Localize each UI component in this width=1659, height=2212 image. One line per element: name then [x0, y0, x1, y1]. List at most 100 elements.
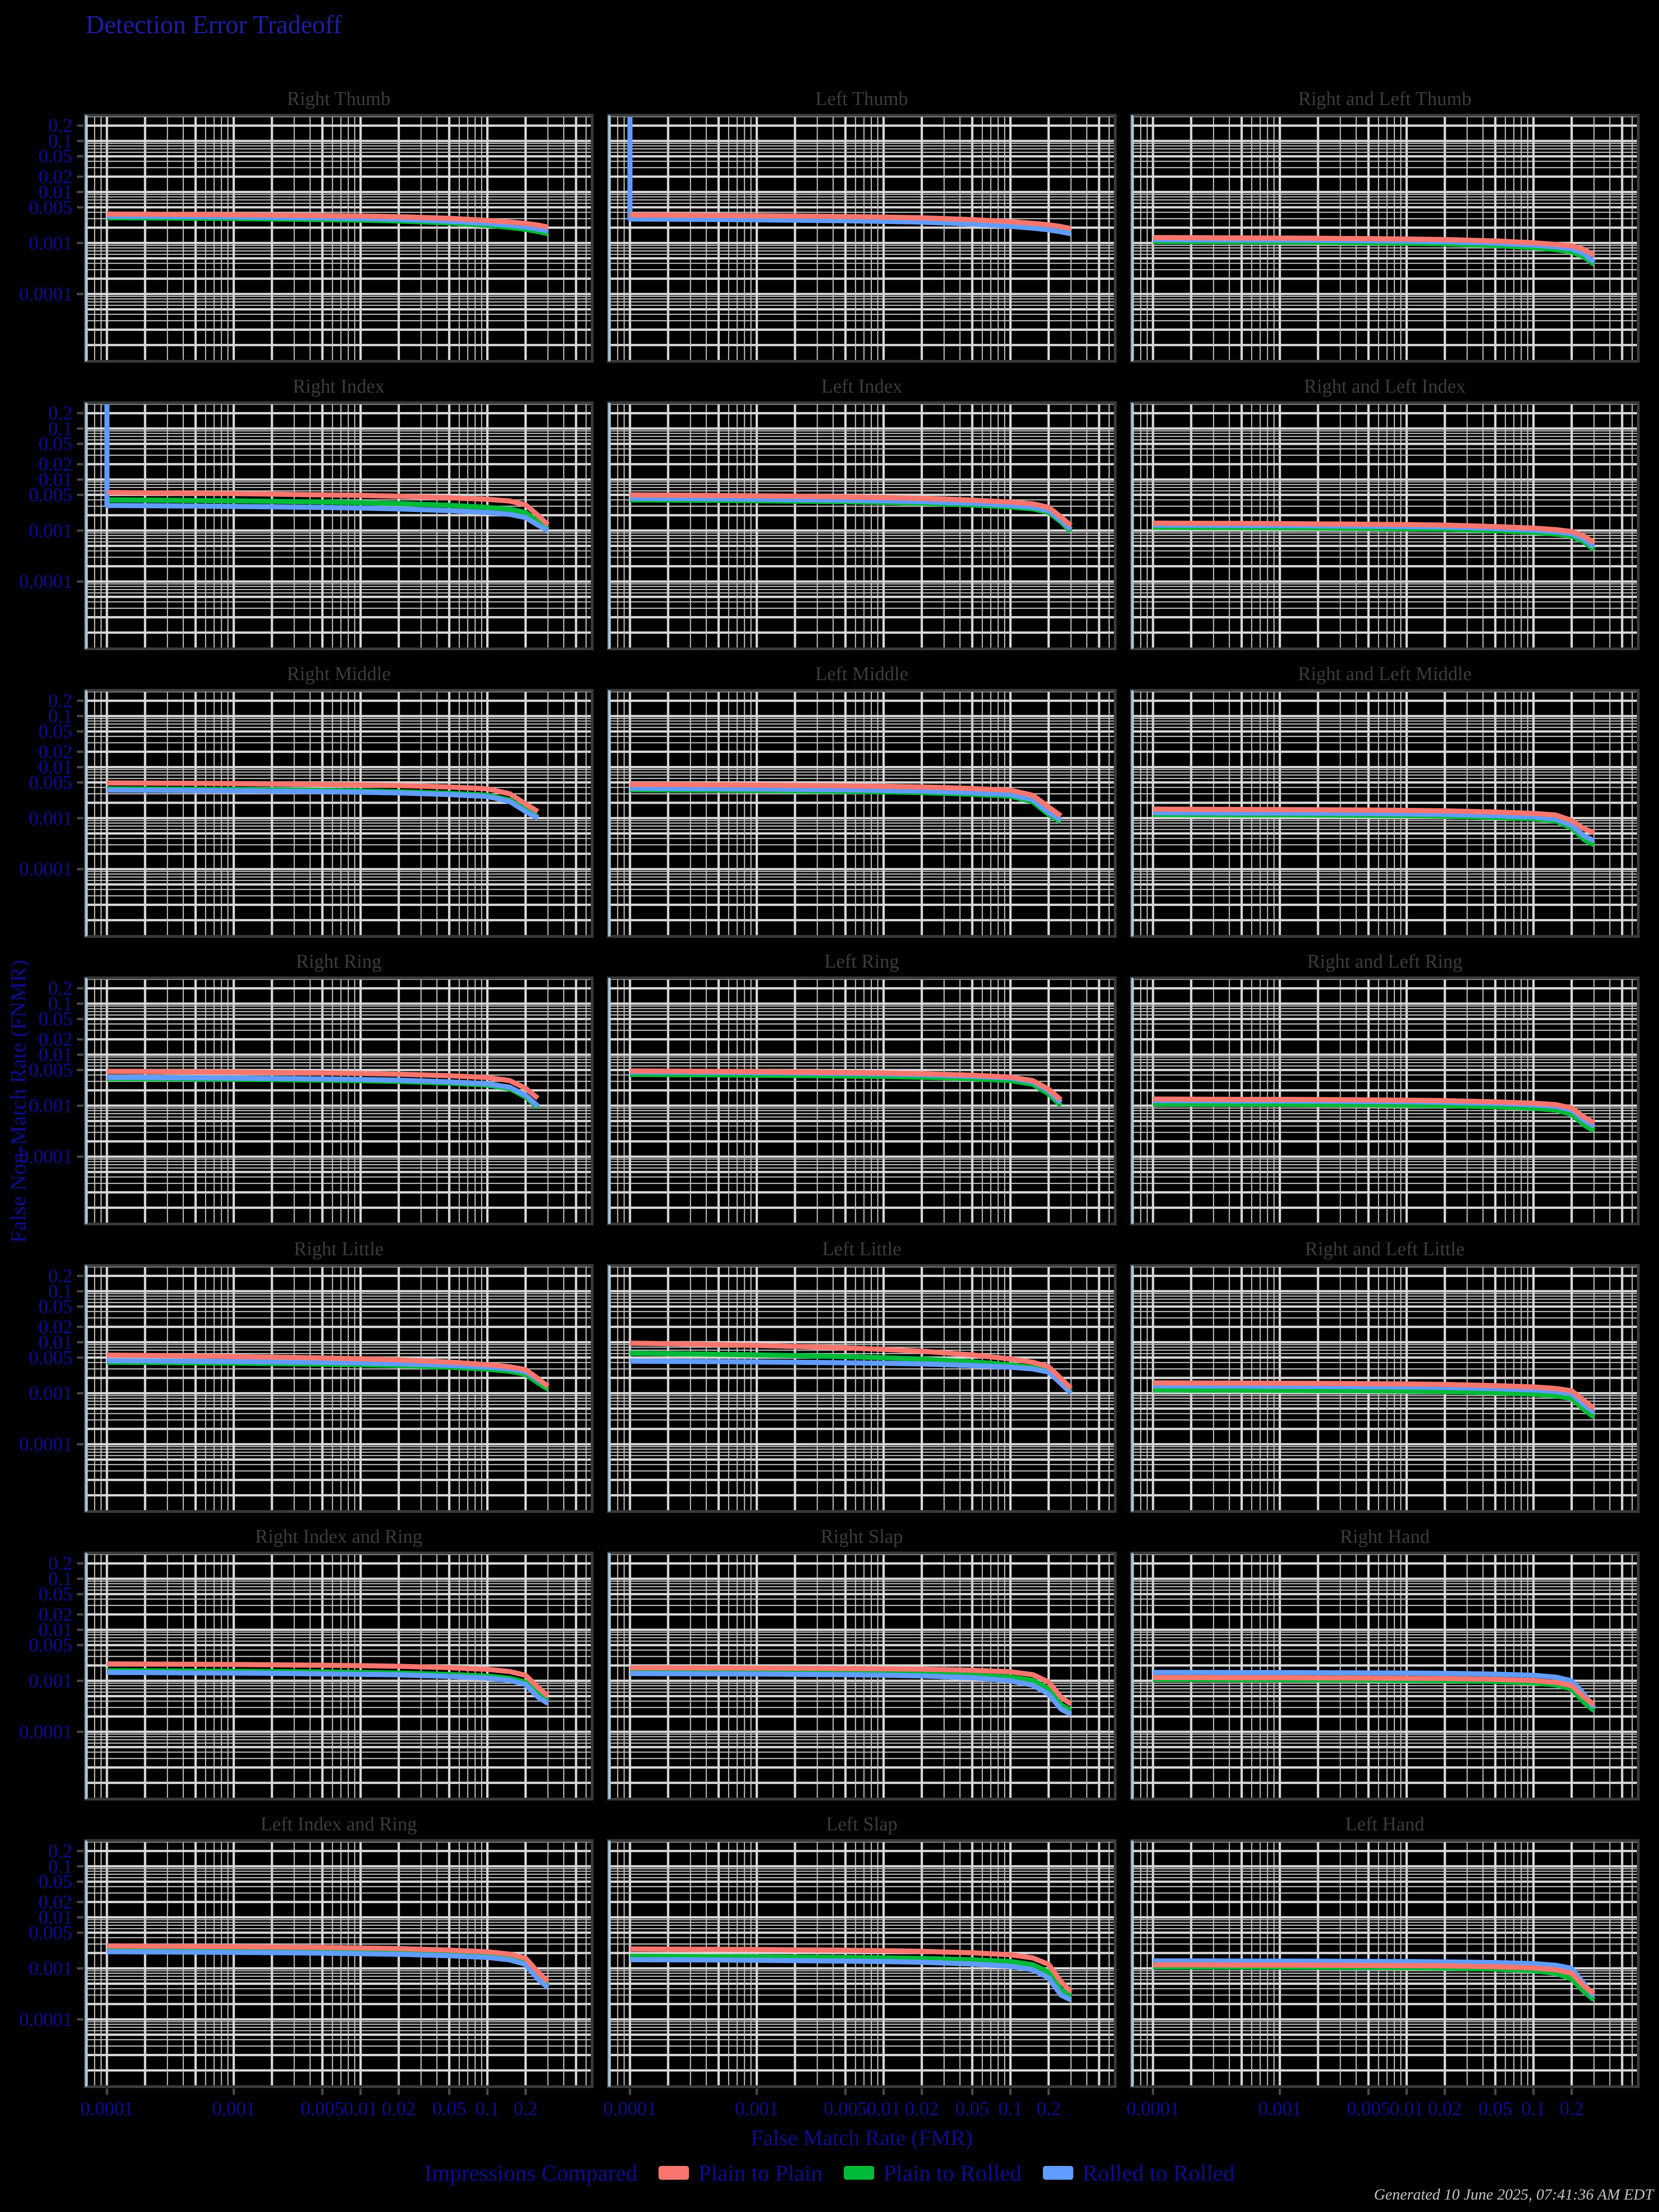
- svg-text:0.0001: 0.0001: [19, 1722, 73, 1743]
- svg-text:0.005: 0.005: [300, 2099, 344, 2120]
- legend-label-plain-to-rolled: Plain to Rolled: [883, 2160, 1022, 2186]
- svg-text:Left Hand: Left Hand: [1345, 1814, 1424, 1835]
- legend-entry-plain-to-rolled: Plain to Rolled: [843, 2159, 1022, 2186]
- svg-text:0.001: 0.001: [29, 1383, 73, 1404]
- svg-text:0.0001: 0.0001: [1126, 2099, 1180, 2120]
- legend-swatch-rolled-to-rolled: [1042, 2166, 1073, 2180]
- svg-text:0.02: 0.02: [39, 741, 73, 763]
- svg-text:0.005: 0.005: [29, 485, 73, 506]
- svg-text:Left Slap: Left Slap: [826, 1814, 897, 1835]
- legend-label-rolled-to-rolled: Rolled to Rolled: [1082, 2160, 1235, 2186]
- det-panel-right-and-left-index: Right and Left Index: [1130, 376, 1640, 650]
- svg-text:0.01: 0.01: [867, 2099, 901, 2120]
- svg-text:0.05: 0.05: [39, 146, 73, 167]
- svg-text:0.01: 0.01: [39, 470, 73, 491]
- svg-text:0.02: 0.02: [39, 1317, 73, 1338]
- det-panel-left-little: Left Little: [607, 1239, 1117, 1513]
- svg-text:Right Hand: Right Hand: [1340, 1526, 1430, 1547]
- svg-text:Right Little: Right Little: [294, 1239, 384, 1260]
- svg-text:0.02: 0.02: [1428, 2099, 1462, 2120]
- svg-text:0.2: 0.2: [1036, 2099, 1061, 2120]
- legend-title: Impressions Compared: [424, 2160, 638, 2186]
- svg-text:0.005: 0.005: [29, 1060, 73, 1081]
- svg-text:Right and Left Middle: Right and Left Middle: [1298, 664, 1472, 685]
- svg-text:0.001: 0.001: [29, 233, 73, 254]
- det-panel-right-little: Right Little 0.20.10.050.020.010.005 0.001…: [19, 1239, 594, 1513]
- det-panel-right-middle: Right Middle 0.20.10.050.020.010.005 0.001…: [19, 664, 594, 938]
- det-panel-left-thumb: Left Thumb: [607, 88, 1117, 363]
- svg-text:0.001: 0.001: [29, 1671, 73, 1692]
- svg-text:0.2: 0.2: [48, 1841, 73, 1862]
- svg-text:0.001: 0.001: [1258, 2099, 1302, 2120]
- svg-text:0.2: 0.2: [48, 116, 73, 137]
- svg-text:0.1: 0.1: [48, 1281, 73, 1302]
- svg-text:0.0001: 0.0001: [603, 2099, 657, 2120]
- svg-text:0.001: 0.001: [29, 1958, 73, 1979]
- det-panel-left-ring: Left Ring: [607, 951, 1117, 1225]
- svg-text:Right Index: Right Index: [293, 376, 384, 397]
- svg-text:0.0001: 0.0001: [19, 859, 73, 880]
- svg-text:0.1: 0.1: [48, 131, 73, 152]
- svg-text:0.02: 0.02: [382, 2099, 416, 2120]
- svg-text:0.001: 0.001: [735, 2099, 779, 2120]
- legend-entry-rolled-to-rolled: Rolled to Rolled: [1042, 2159, 1235, 2186]
- svg-text:0.02: 0.02: [39, 166, 73, 188]
- legend-swatch-plain-to-rolled: [843, 2166, 874, 2180]
- svg-text:Right Ring: Right Ring: [296, 951, 382, 972]
- svg-text:0.05: 0.05: [39, 721, 73, 742]
- svg-text:0.05: 0.05: [39, 1584, 73, 1605]
- svg-text:0.2: 0.2: [48, 691, 73, 712]
- svg-text:0.0001: 0.0001: [19, 284, 73, 305]
- svg-text:0.05: 0.05: [39, 1871, 73, 1893]
- legend-label-plain-to-plain: Plain to Plain: [698, 2160, 823, 2186]
- svg-text:0.005: 0.005: [1347, 2099, 1390, 2120]
- svg-text:0.1: 0.1: [998, 2099, 1023, 2120]
- svg-text:0.0001: 0.0001: [19, 1434, 73, 1455]
- svg-text:Left Middle: Left Middle: [815, 664, 908, 685]
- svg-text:0.01: 0.01: [39, 1045, 73, 1066]
- svg-text:0.01: 0.01: [1390, 2099, 1424, 2120]
- svg-text:Right and Left Thumb: Right and Left Thumb: [1298, 88, 1471, 110]
- svg-text:0.001: 0.001: [29, 1095, 73, 1117]
- svg-text:0.05: 0.05: [39, 1009, 73, 1030]
- svg-text:0.1: 0.1: [48, 418, 73, 440]
- svg-text:0.02: 0.02: [39, 1892, 73, 1913]
- svg-text:Right Middle: Right Middle: [287, 664, 390, 685]
- legend-swatch-plain-to-plain: [659, 2166, 689, 2180]
- svg-text:Left Index: Left Index: [821, 376, 902, 397]
- svg-text:0.0001: 0.0001: [19, 1147, 73, 1168]
- svg-text:0.02: 0.02: [39, 454, 73, 475]
- svg-text:0.2: 0.2: [48, 978, 73, 1000]
- det-panel-left-index: Left Index: [607, 376, 1117, 650]
- det-panel-right-index: Right Index 0.20.10.050.020.010.005 0.001 0…: [19, 376, 594, 650]
- det-panel-right-index-and-ring: Right Index and Ring0.20.10.050.020.010.…: [19, 1526, 594, 1800]
- svg-text:Right and Left Little: Right and Left Little: [1305, 1239, 1465, 1260]
- svg-text:0.005: 0.005: [29, 197, 73, 218]
- det-panel-left-index-and-ring: Left Index and Ring0.20.10.050.020.010.0…: [19, 1814, 594, 2120]
- footer-timestamp: Generated 10 June 2025, 07:41:36 AM EDT: [1374, 2186, 1653, 2203]
- svg-text:0.005: 0.005: [824, 2099, 867, 2120]
- det-panel-right-thumb: Right Thumb 0.20.10.050.020.010.005 0.001 0…: [19, 88, 594, 363]
- svg-text:0.0001: 0.0001: [19, 571, 73, 593]
- svg-text:0.0001: 0.0001: [19, 2009, 73, 2030]
- svg-text:0.01: 0.01: [344, 2099, 378, 2120]
- svg-text:Right Slap: Right Slap: [821, 1526, 903, 1547]
- svg-text:0.01: 0.01: [39, 182, 73, 203]
- det-panel-right-hand: Right Hand: [1130, 1526, 1640, 1800]
- svg-text:0.02: 0.02: [39, 1604, 73, 1625]
- det-panel-right-and-left-middle: Right and Left Middle: [1130, 664, 1640, 938]
- svg-text:0.01: 0.01: [39, 1620, 73, 1641]
- legend-entry-plain-to-plain: Plain to Plain: [659, 2159, 823, 2186]
- svg-text:0.2: 0.2: [48, 403, 73, 424]
- svg-text:0.005: 0.005: [29, 1635, 73, 1656]
- svg-text:0.01: 0.01: [39, 757, 73, 778]
- svg-text:Right and Left Ring: Right and Left Ring: [1307, 951, 1462, 972]
- det-panel-right-slap: Right Slap: [607, 1526, 1117, 1800]
- svg-text:0.005: 0.005: [29, 1923, 73, 1944]
- svg-text:0.2: 0.2: [48, 1266, 73, 1287]
- svg-text:0.001: 0.001: [212, 2099, 256, 2120]
- det-panel-right-ring: Right Ring 0.20.10.050.020.010.005 0.001 0.…: [19, 951, 594, 1225]
